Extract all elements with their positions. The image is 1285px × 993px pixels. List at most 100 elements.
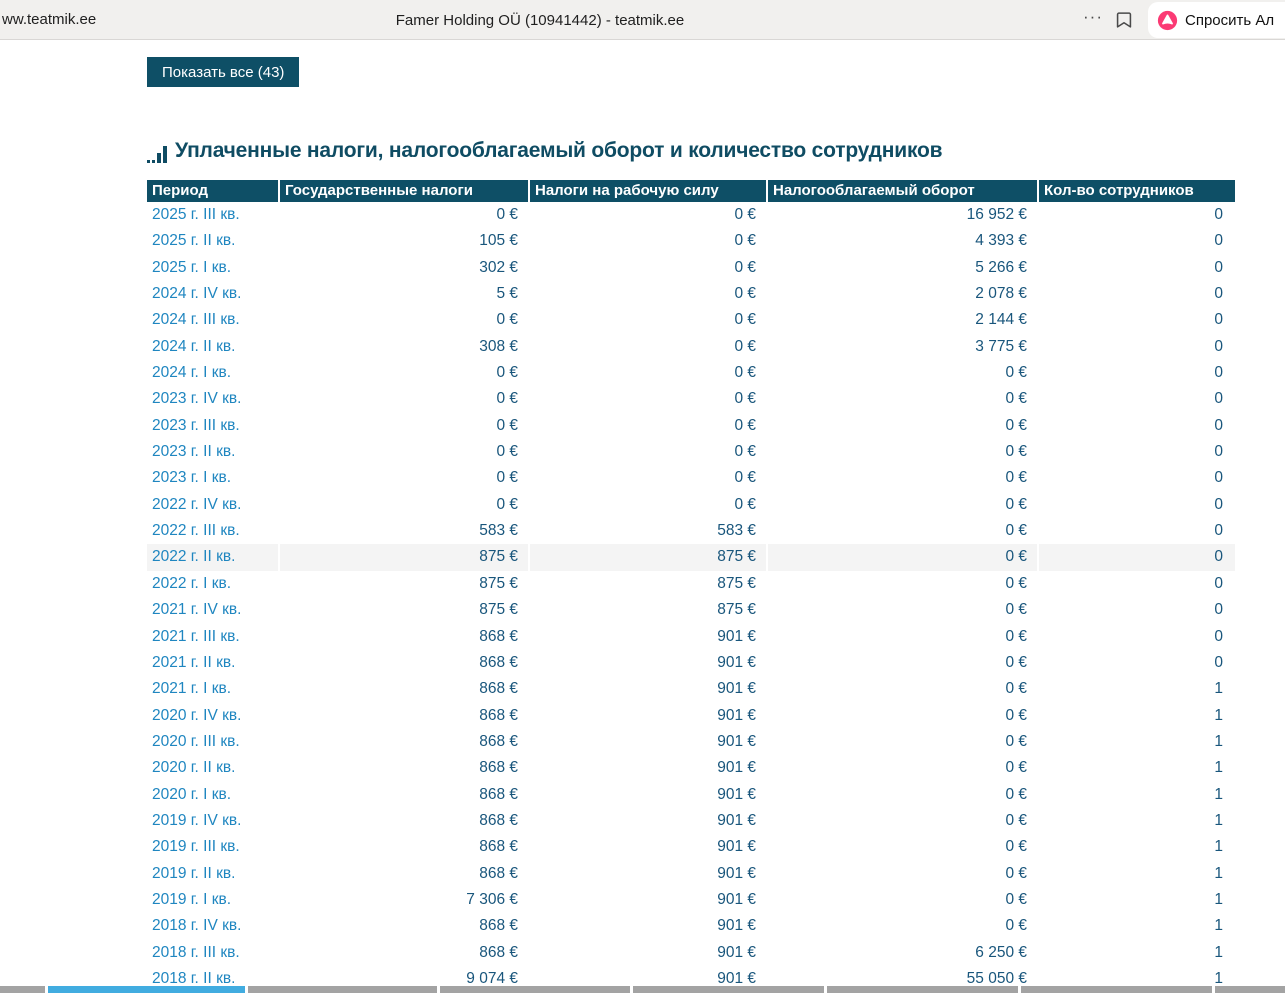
url-text[interactable]: ww.teatmik.ee — [2, 11, 97, 28]
period-link[interactable]: 2024 г. II кв. — [152, 337, 236, 355]
period-link[interactable]: 2020 г. II кв. — [152, 759, 236, 777]
value-cell: 868 € — [479, 943, 518, 961]
value-cell: 0 € — [1005, 574, 1027, 592]
value-cell: 0 — [1214, 390, 1223, 408]
table-row[interactable]: 2025 г. II кв. 105 € 0 € 4 393 € 0 — [147, 228, 1237, 254]
value-cell: 868 € — [479, 627, 518, 645]
show-all-button[interactable]: Показать все (43) — [147, 57, 300, 87]
period-link[interactable]: 2024 г. I кв. — [152, 364, 232, 382]
table-row[interactable]: 2022 г. III кв. 583 € 583 € 0 € 0 — [147, 518, 1237, 544]
value-cell: 0 — [1214, 469, 1223, 487]
period-link[interactable]: 2022 г. III кв. — [152, 522, 240, 540]
table-row[interactable]: 2021 г. III кв. 868 € 901 € 0 € 0 — [147, 624, 1237, 650]
value-cell: 3 775 € — [975, 337, 1027, 355]
value-cell: 0 € — [1005, 732, 1027, 750]
period-link[interactable]: 2019 г. III кв. — [152, 838, 240, 856]
table-row[interactable]: 2022 г. IV кв. 0 € 0 € 0 € 0 — [147, 492, 1237, 518]
section-title-text: Уплаченные налоги, налогооблагаемый обор… — [175, 139, 943, 162]
value-cell: 0 € — [734, 206, 756, 223]
value-cell: 1 — [1214, 890, 1223, 908]
period-link[interactable]: 2023 г. IV кв. — [152, 390, 242, 408]
table-row[interactable]: 2025 г. III кв. 0 € 0 € 16 952 € 0 — [147, 202, 1237, 228]
value-cell: 901 € — [717, 627, 756, 645]
value-cell: 0 € — [1005, 364, 1027, 382]
period-link[interactable]: 2019 г. II кв. — [152, 864, 236, 882]
table-row[interactable]: 2024 г. II кв. 308 € 0 € 3 775 € 0 — [147, 334, 1237, 360]
table-row[interactable]: 2018 г. III кв. 868 € 901 € 6 250 € 1 — [147, 940, 1237, 966]
table-row[interactable]: 2019 г. III кв. 868 € 901 € 0 € 1 — [147, 834, 1237, 860]
period-link[interactable]: 2025 г. I кв. — [152, 258, 232, 276]
value-cell: 1 — [1214, 759, 1223, 777]
table-row[interactable]: 2021 г. IV кв. 875 € 875 € 0 € 0 — [147, 597, 1237, 623]
value-cell: 6 250 € — [975, 943, 1027, 961]
strip-segment — [827, 986, 1018, 993]
value-cell: 901 € — [717, 680, 756, 698]
period-link[interactable]: 2021 г. IV кв. — [152, 601, 242, 619]
period-link[interactable]: 2018 г. II кв. — [152, 969, 236, 987]
table-row[interactable]: 2022 г. I кв. 875 € 875 € 0 € 0 — [147, 571, 1237, 597]
value-cell: 1 — [1214, 838, 1223, 856]
period-link[interactable]: 2020 г. I кв. — [152, 785, 232, 803]
period-link[interactable]: 2019 г. IV кв. — [152, 811, 242, 829]
period-link[interactable]: 2022 г. II кв. — [147, 544, 280, 571]
period-link[interactable]: 2022 г. I кв. — [152, 574, 232, 592]
table-row[interactable]: 2021 г. I кв. 868 € 901 € 0 € 1 — [147, 676, 1237, 702]
tab-title: Famer Holding OÜ (10941442) - teatmik.ee — [395, 11, 685, 29]
period-link[interactable]: 2024 г. IV кв. — [152, 285, 242, 303]
table-row[interactable]: 2023 г. III кв. 0 € 0 € 0 € 0 — [147, 413, 1237, 439]
value-cell: 868 € — [479, 706, 518, 724]
value-cell: 0 € — [496, 469, 518, 487]
table-row[interactable]: 2024 г. IV кв. 5 € 0 € 2 078 € 0 — [147, 281, 1237, 307]
table-row[interactable]: 2021 г. II кв. 868 € 901 € 0 € 0 — [147, 650, 1237, 676]
period-link[interactable]: 2019 г. I кв. — [152, 890, 232, 908]
table-row[interactable]: 2019 г. II кв. 868 € 901 € 0 € 1 — [147, 861, 1237, 887]
table-row[interactable]: 2022 г. II кв. 875 €875 €0 €0 — [147, 544, 1237, 571]
period-link[interactable]: 2018 г. III кв. — [152, 943, 240, 961]
period-link[interactable]: 2021 г. II кв. — [152, 653, 236, 671]
period-link[interactable]: 2025 г. III кв. — [152, 206, 240, 223]
value-cell: 0 € — [734, 469, 756, 487]
period-link[interactable]: 2018 г. IV кв. — [152, 917, 242, 935]
table-row[interactable]: 2020 г. I кв. 868 € 901 € 0 € 1 — [147, 782, 1237, 808]
period-link[interactable]: 2021 г. I кв. — [152, 680, 232, 698]
period-link[interactable]: 2025 г. II кв. — [152, 232, 236, 250]
table-row[interactable]: 2023 г. I кв. 0 € 0 € 0 € 0 — [147, 465, 1237, 491]
period-link[interactable]: 2023 г. III кв. — [152, 416, 240, 434]
value-cell: 868 € — [479, 785, 518, 803]
value-cell: 9 074 € — [466, 969, 518, 987]
value-cell: 0 € — [1005, 653, 1027, 671]
period-link[interactable]: 2024 г. III кв. — [152, 311, 240, 329]
period-link[interactable]: 2020 г. III кв. — [152, 732, 240, 750]
period-link[interactable]: 2023 г. I кв. — [152, 469, 232, 487]
table-row[interactable]: 2018 г. IV кв. 868 € 901 € 0 € 1 — [147, 913, 1237, 939]
table-row[interactable]: 2019 г. I кв. 7 306 € 901 € 0 € 1 — [147, 887, 1237, 913]
value-cell: 0 — [1214, 495, 1223, 513]
value-cell: 875 € — [717, 601, 756, 619]
more-options-icon[interactable]: ··· — [1083, 7, 1103, 26]
value-cell: 901 € — [717, 890, 756, 908]
table-row[interactable]: 2018 г. II кв. 9 074 € 901 € 55 050 € 1 — [147, 966, 1237, 992]
value-cell: 0 — [1214, 337, 1223, 355]
table-row[interactable]: 2020 г. II кв. 868 € 901 € 0 € 1 — [147, 755, 1237, 781]
table-row[interactable]: 2024 г. III кв. 0 € 0 € 2 144 € 0 — [147, 307, 1237, 333]
bookmark-icon[interactable] — [1113, 9, 1135, 31]
value-cell: 1 — [1214, 811, 1223, 829]
table-row[interactable]: 2019 г. IV кв. 868 € 901 € 0 € 1 — [147, 808, 1237, 834]
period-link[interactable]: 2023 г. II кв. — [152, 443, 236, 461]
period-link[interactable]: 2020 г. IV кв. — [152, 706, 242, 724]
value-cell: 901 € — [717, 811, 756, 829]
value-cell: 308 € — [479, 337, 518, 355]
table-row[interactable]: 2025 г. I кв. 302 € 0 € 5 266 € 0 — [147, 255, 1237, 281]
value-cell: 0 € — [496, 495, 518, 513]
table-row[interactable]: 2023 г. IV кв. 0 € 0 € 0 € 0 — [147, 386, 1237, 412]
table-row[interactable]: 2024 г. I кв. 0 € 0 € 0 € 0 — [147, 360, 1237, 386]
table-row[interactable]: 2023 г. II кв. 0 € 0 € 0 € 0 — [147, 439, 1237, 465]
value-cell: 0 € — [768, 544, 1039, 571]
table-row[interactable]: 2020 г. III кв. 868 € 901 € 0 € 1 — [147, 729, 1237, 755]
value-cell: 0 — [1039, 544, 1235, 571]
ask-alice-button[interactable]: Спросить Ал — [1148, 2, 1285, 38]
table-row[interactable]: 2020 г. IV кв. 868 € 901 € 0 € 1 — [147, 703, 1237, 729]
period-link[interactable]: 2021 г. III кв. — [152, 627, 240, 645]
value-cell: 2 078 € — [975, 285, 1027, 303]
period-link[interactable]: 2022 г. IV кв. — [152, 495, 242, 513]
